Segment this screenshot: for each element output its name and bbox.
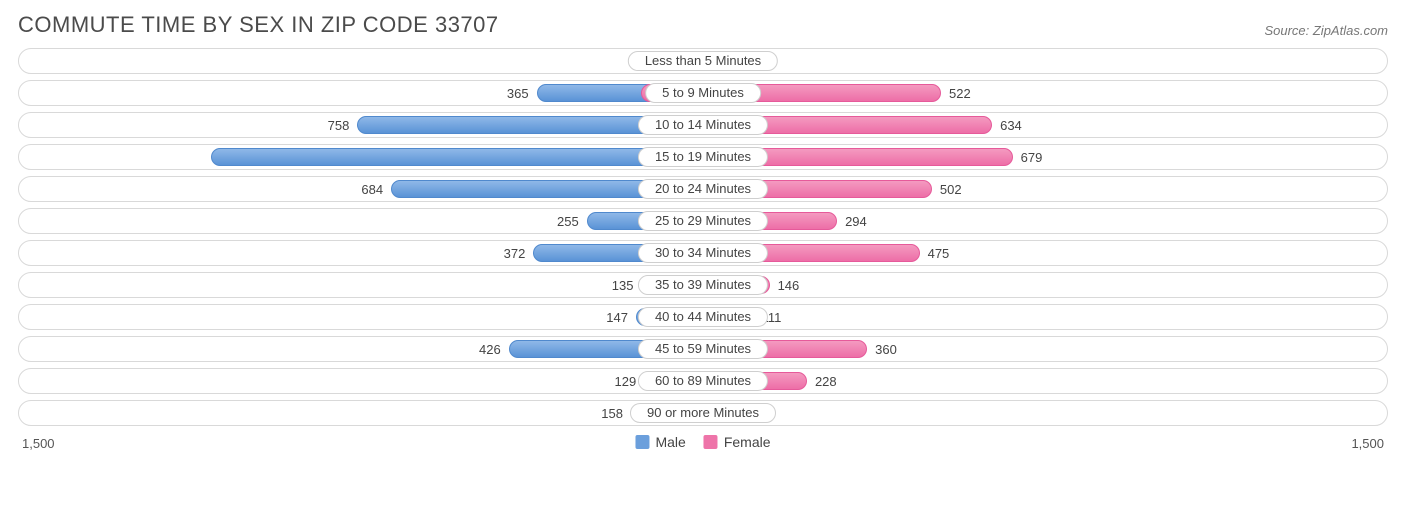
value-male: 135: [612, 273, 642, 299]
chart-row: 135 14635 to 39 Minutes: [18, 272, 1388, 298]
category-label: 25 to 29 Minutes: [638, 211, 768, 231]
chart-row: 426 360 45 to 59 Minutes: [18, 336, 1388, 362]
value-female: 360: [867, 337, 897, 363]
category-label: 20 to 24 Minutes: [638, 179, 768, 199]
category-label: 5 to 9 Minutes: [645, 83, 761, 103]
chart-row: 14711140 to 44 Minutes: [18, 304, 1388, 330]
value-male: 372: [504, 241, 534, 267]
chart-row: 758 634 10 to 14 Minutes: [18, 112, 1388, 138]
chart-row: 684 502 20 to 24 Minutes: [18, 176, 1388, 202]
legend-item-male: Male: [635, 434, 685, 450]
category-label: 60 to 89 Minutes: [638, 371, 768, 391]
value-female: 228: [807, 369, 837, 395]
axis-max-right: 1,500: [1351, 436, 1384, 451]
category-label: 10 to 14 Minutes: [638, 115, 768, 135]
category-label: 35 to 39 Minutes: [638, 275, 768, 295]
legend: Male Female: [635, 434, 770, 450]
chart-row: 255 294 25 to 29 Minutes: [18, 208, 1388, 234]
category-label: 15 to 19 Minutes: [638, 147, 768, 167]
value-female: 475: [920, 241, 950, 267]
legend-swatch-male: [635, 435, 649, 449]
legend-label-male: Male: [655, 434, 685, 450]
chart-row: 372 475 30 to 34 Minutes: [18, 240, 1388, 266]
chart-row: 9085Less than 5 Minutes: [18, 48, 1388, 74]
value-male: 758: [328, 113, 358, 139]
value-male: 158: [601, 401, 631, 427]
chart-row: 1584490 or more Minutes: [18, 400, 1388, 426]
category-label: 45 to 59 Minutes: [638, 339, 768, 359]
value-female: 294: [837, 209, 867, 235]
legend-swatch-female: [704, 435, 718, 449]
chart-row: 365 522 5 to 9 Minutes: [18, 80, 1388, 106]
axis-max-left: 1,500: [22, 436, 55, 451]
value-female: 502: [932, 177, 962, 203]
value-female: 146: [770, 273, 800, 299]
chart-row: 12922860 to 89 Minutes: [18, 368, 1388, 394]
chart-source: Source: ZipAtlas.com: [1264, 23, 1388, 38]
value-male: 426: [479, 337, 509, 363]
legend-item-female: Female: [704, 434, 771, 450]
value-male: 684: [361, 177, 391, 203]
chart-title: COMMUTE TIME BY SEX IN ZIP CODE 33707: [18, 12, 499, 38]
value-female: 679: [1013, 145, 1043, 171]
value-female: 634: [992, 113, 1022, 139]
value-male: 147: [606, 305, 636, 331]
category-label: 30 to 34 Minutes: [638, 243, 768, 263]
value-male: 1,078: [157, 145, 206, 171]
value-male: 255: [557, 209, 587, 235]
chart-row: 1,078 679 15 to 19 Minutes: [18, 144, 1388, 170]
chart-rows: 9085Less than 5 Minutes 365 522 5 to 9 Minu…: [18, 48, 1388, 426]
legend-label-female: Female: [724, 434, 771, 450]
value-male: 365: [507, 81, 537, 107]
category-label: 90 or more Minutes: [630, 403, 776, 423]
value-female: 522: [941, 81, 971, 107]
chart-header: COMMUTE TIME BY SEX IN ZIP CODE 33707 So…: [18, 12, 1388, 48]
chart-footer: 1,500 Male Female 1,500: [18, 432, 1388, 462]
category-label: 40 to 44 Minutes: [638, 307, 768, 327]
category-label: Less than 5 Minutes: [628, 51, 778, 71]
